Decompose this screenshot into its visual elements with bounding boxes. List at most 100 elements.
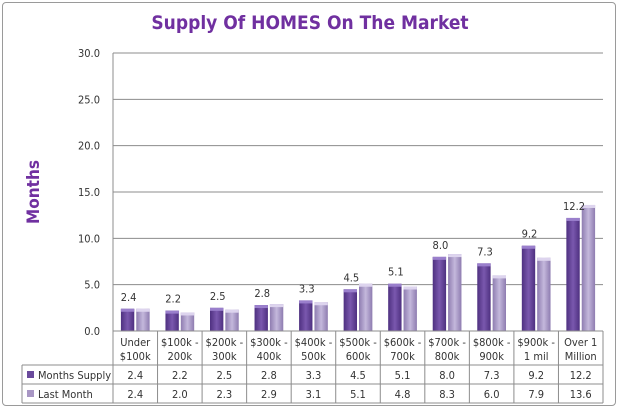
category-label: $700k -: [428, 336, 466, 349]
bar-months-supply: [432, 256, 447, 331]
bar-top: [299, 300, 313, 304]
table-cell: 2.5: [216, 369, 232, 382]
bar-top: [359, 283, 373, 287]
category-label: 800k: [435, 350, 460, 363]
bar-top: [180, 312, 195, 316]
bar-top: [537, 257, 551, 261]
bar-last-month: [314, 302, 328, 331]
category-label: 500k: [301, 350, 326, 363]
category-label: $800k -: [473, 336, 511, 349]
data-label: 12.2: [563, 200, 585, 213]
data-label: 8.0: [433, 239, 449, 252]
data-label: 3.3: [299, 282, 315, 295]
data-label: 2.5: [210, 290, 226, 303]
table-cell: 3.3: [306, 369, 322, 382]
bar-top: [521, 245, 536, 249]
category-label: 700k: [390, 350, 415, 363]
data-label: 4.5: [343, 271, 359, 284]
bar-months-supply: [120, 308, 135, 331]
y-tick-label: 25.0: [78, 93, 100, 106]
table-cell: 2.2: [172, 369, 188, 382]
category-label: Under: [120, 336, 151, 349]
data-label: 5.1: [388, 266, 404, 279]
bar-last-month: [448, 254, 462, 331]
bar-top: [492, 275, 506, 279]
bar-top: [269, 304, 284, 308]
category-label: 300k: [212, 350, 237, 363]
bar-last-month: [180, 312, 195, 331]
category-label: 200k: [168, 350, 193, 363]
legend-swatch: [27, 371, 34, 378]
category-label: $500k -: [339, 336, 377, 349]
bar-top: [448, 254, 462, 258]
bar-top: [343, 289, 357, 293]
bar-months-supply: [521, 245, 536, 331]
table-cell: 9.2: [528, 369, 544, 382]
bar-last-month: [581, 204, 596, 331]
table-cell: 7.3: [484, 369, 500, 382]
bar-top: [165, 310, 179, 314]
data-label: 9.2: [522, 228, 538, 241]
bar-last-month: [537, 257, 551, 331]
bar-months-supply: [343, 289, 357, 331]
data-label: 7.3: [477, 245, 493, 258]
bar-last-month: [403, 286, 417, 331]
category-label: $100k: [120, 350, 151, 363]
category-label: $100k -: [161, 336, 199, 349]
bar-last-month: [136, 308, 150, 331]
category-label: 900k: [479, 350, 504, 363]
data-label: 2.8: [254, 287, 270, 300]
table-cell: 2.3: [216, 388, 232, 401]
bar-months-supply: [254, 305, 268, 331]
category-label: 600k: [346, 350, 371, 363]
bar-top: [388, 283, 402, 287]
bar-top: [477, 263, 491, 267]
y-tick-label: 20.0: [78, 140, 100, 153]
bar-top: [225, 309, 239, 313]
bar-last-month: [225, 309, 239, 331]
category-label: $200k -: [206, 336, 244, 349]
data-label: 2.4: [121, 291, 137, 304]
chart-frame: [2, 2, 616, 406]
bar-top: [432, 256, 447, 260]
category-label: 1 mil: [524, 350, 549, 363]
y-tick-label: 5.0: [84, 279, 100, 292]
table-cell: 2.4: [127, 388, 143, 401]
bar-months-supply: [165, 310, 179, 331]
table-cell: 13.6: [570, 388, 592, 401]
bar-last-month: [359, 283, 373, 331]
bar-months-supply: [210, 307, 224, 331]
table-cell: 8.0: [439, 369, 455, 382]
table-cell: 7.9: [528, 388, 544, 401]
bar-top: [120, 308, 135, 312]
legend-swatch: [27, 390, 34, 397]
category-label: Million: [565, 350, 597, 363]
bar-top: [403, 286, 417, 290]
bar-months-supply: [566, 217, 580, 331]
table-cell: 2.0: [172, 388, 188, 401]
legend-label: Months Supply: [38, 369, 111, 382]
bar-top: [210, 307, 224, 311]
bar-last-month: [492, 275, 506, 331]
bar-top: [566, 217, 580, 221]
legend-label: Last Month: [38, 388, 93, 401]
category-label: $900k -: [517, 336, 555, 349]
table-cell: 3.1: [306, 388, 322, 401]
category-label: $300k -: [250, 336, 288, 349]
y-tick-label: 30.0: [78, 47, 100, 60]
bar-top: [254, 305, 268, 309]
y-tick-label: 15.0: [78, 186, 100, 199]
category-label: $600k -: [384, 336, 422, 349]
bar-months-supply: [477, 263, 491, 331]
table-cell: 4.5: [350, 369, 366, 382]
table-cell: 6.0: [484, 388, 500, 401]
data-label: 2.2: [165, 293, 181, 306]
y-axis-label: Months: [24, 160, 44, 224]
table-cell: 8.3: [439, 388, 455, 401]
y-tick-label: 10.0: [78, 232, 100, 245]
table-cell: 12.2: [570, 369, 592, 382]
table-cell: 2.9: [261, 388, 277, 401]
category-label: Over 1: [564, 336, 597, 349]
chart-title: Supply Of HOMES On The Market: [151, 12, 468, 34]
